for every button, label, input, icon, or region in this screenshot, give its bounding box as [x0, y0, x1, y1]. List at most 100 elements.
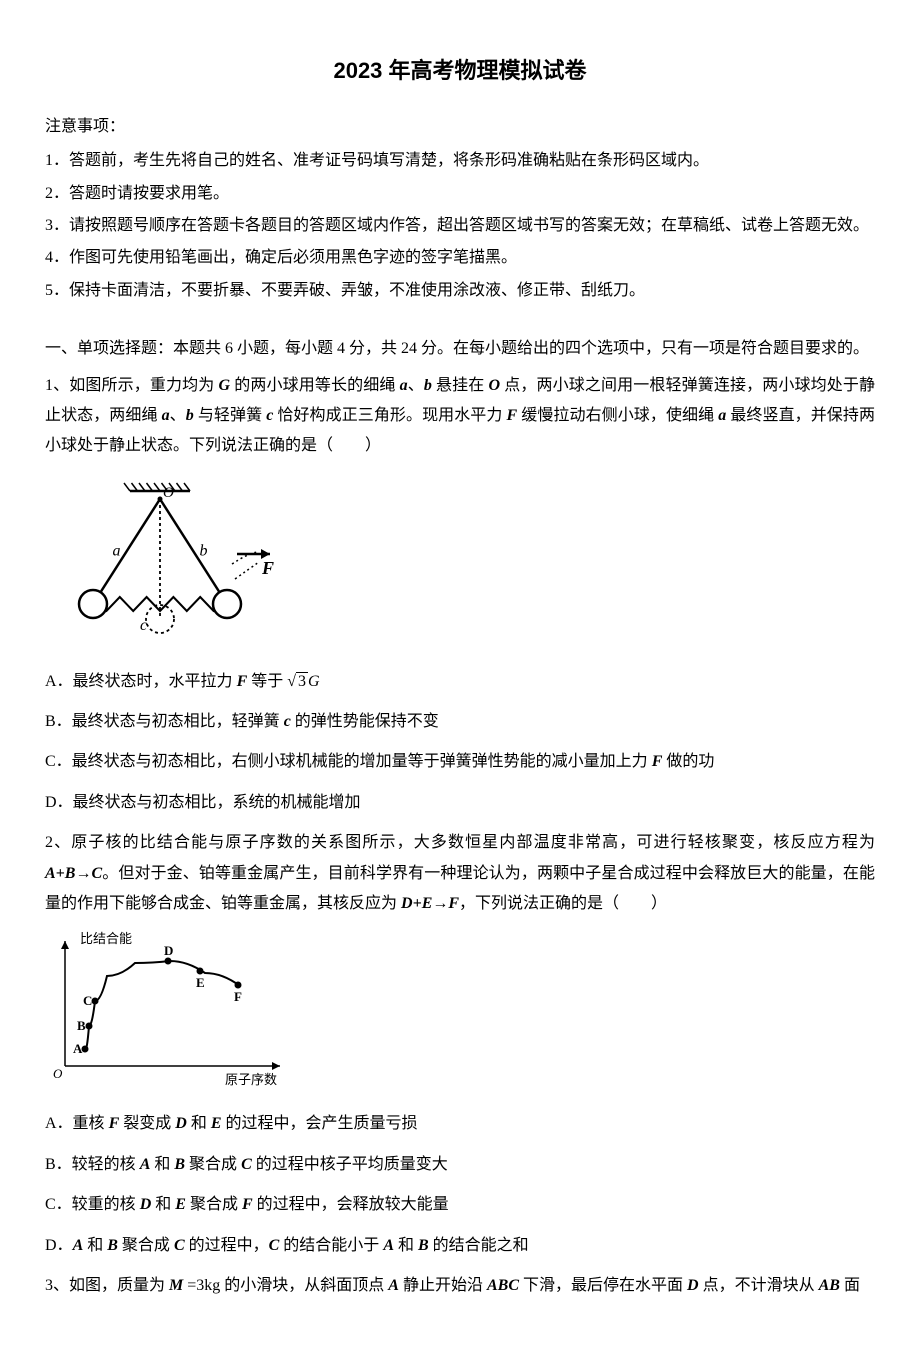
- q3-var-D: D: [687, 1277, 699, 1294]
- q1-optC-pre: C．最终状态与初态相比，右侧小球机械能的增加量等于弹簧弹性势能的减小量加上力: [45, 753, 652, 770]
- q1-stem: 1、如图所示，重力均为 G 的两小球用等长的细绳 a、b 悬挂在 O 点，两小球…: [45, 371, 875, 462]
- exam-title: 2023 年高考物理模拟试卷: [45, 50, 875, 92]
- q1-optC-end: 做的功: [662, 753, 714, 770]
- q2-optD-mid3: 的过程中，: [185, 1237, 269, 1254]
- q2-optD-mid5: 和: [394, 1237, 418, 1254]
- q3-var-ABC: ABC: [487, 1277, 519, 1294]
- svg-text:D: D: [164, 943, 173, 958]
- q2-optC-E: E: [175, 1196, 186, 1213]
- q2-option-d: D．A 和 B 聚合成 C 的过程中，C 的结合能小于 A 和 B 的结合能之和: [45, 1231, 875, 1261]
- q2-optD-mid4: 的结合能小于: [279, 1237, 383, 1254]
- q1-text-5: 与轻弹簧: [194, 407, 266, 424]
- q3-stem: 3、如图，质量为 M =3kg 的小滑块，从斜面顶点 A 静止开始沿 ABC 下…: [45, 1271, 875, 1301]
- q2-optD-mid2: 聚合成: [118, 1237, 174, 1254]
- q2-optB-C: C: [241, 1156, 252, 1173]
- q1-option-d: D．最终状态与初态相比，系统的机械能增加: [45, 788, 875, 818]
- svg-text:A: A: [73, 1041, 83, 1056]
- q2-eqn2-D: D: [401, 895, 413, 912]
- q1-optA-G: G: [308, 673, 320, 690]
- q2-optA-mid2: 和: [187, 1115, 211, 1132]
- q1-optB-c: c: [284, 713, 291, 730]
- q2-optB-mid1: 和: [150, 1156, 174, 1173]
- notice-item-4: 4．作图可先使用铅笔画出，确定后必须用黑色字迹的签字笔描黑。: [45, 243, 875, 273]
- q1-diagram-svg: a b c O F: [45, 474, 275, 649]
- q2-chart-svg: 比结合能ABCDEFO原子序数: [45, 931, 295, 1091]
- q2-optD-pre: D．: [45, 1237, 73, 1254]
- q2-optC-D: D: [140, 1196, 152, 1213]
- q1-var-b2: b: [186, 407, 194, 424]
- q2-eqn2-E: E: [422, 895, 433, 912]
- sqrt-radicand: 3: [296, 672, 308, 690]
- q2-optC-end: 的过程中，会释放较大能量: [253, 1196, 449, 1213]
- q1-var-a: a: [400, 377, 408, 394]
- svg-text:C: C: [83, 993, 92, 1008]
- q2-option-b: B．较轻的核 A 和 B 聚合成 C 的过程中核子平均质量变大: [45, 1150, 875, 1180]
- q2-figure: 比结合能ABCDEFO原子序数: [45, 931, 875, 1091]
- section-intro: 一、单项选择题：本题共 6 小题，每小题 4 分，共 24 分。在每小题给出的四…: [45, 334, 875, 364]
- q2-optD-A: A: [73, 1237, 84, 1254]
- q2-eqn1-B: B: [65, 865, 76, 882]
- q2-eqn2-arrow: →: [432, 895, 448, 912]
- q2-optA-mid1: 裂变成: [119, 1115, 175, 1132]
- q1-text-2: 的两小球用等长的细绳: [230, 377, 400, 394]
- q2-optD-B2: B: [418, 1237, 429, 1254]
- notice-item-5: 5．保持卡面清洁，不要折暴、不要弄破、弄皱，不准使用涂改液、修正带、刮纸刀。: [45, 276, 875, 306]
- q2-optA-F: F: [109, 1115, 120, 1132]
- q1-optB-pre: B．最终状态与初态相比，轻弹簧: [45, 713, 284, 730]
- svg-text:F: F: [261, 558, 274, 578]
- notice-item-2: 2．答题时请按要求用笔。: [45, 179, 875, 209]
- q2-optD-B: B: [107, 1237, 118, 1254]
- q2-eqn1-plus: +: [56, 865, 65, 882]
- q2-optD-mid1: 和: [83, 1237, 107, 1254]
- q2-option-a: A．重核 F 裂变成 D 和 E 的过程中，会产生质量亏损: [45, 1109, 875, 1139]
- q3-eq: =3kg: [183, 1277, 220, 1294]
- q1-var-F: F: [507, 407, 518, 424]
- q1-text-7: 缓慢拉动右侧小球，使细绳: [517, 407, 718, 424]
- q2-text-1: 2、原子核的比结合能与原子序数的关系图所示，大多数恒星内部温度非常高，可进行轻核…: [45, 834, 875, 851]
- q1-option-c: C．最终状态与初态相比，右侧小球机械能的增加量等于弹簧弹性势能的减小量加上力 F…: [45, 747, 875, 777]
- q2-optA-pre: A．重核: [45, 1115, 109, 1132]
- q3-text-1: 3、如图，质量为: [45, 1277, 169, 1294]
- q1-text-3: 悬挂在: [432, 377, 489, 394]
- q2-optA-E: E: [211, 1115, 222, 1132]
- q3-var-M: M: [169, 1277, 183, 1294]
- svg-text:F: F: [234, 989, 242, 1004]
- q2-optC-mid1: 和: [151, 1196, 175, 1213]
- notice-item-3: 3．请按照题号顺序在答题卡各题目的答题区域内作答，超出答题区域书写的答案无效；在…: [45, 211, 875, 241]
- q1-figure: a b c O F: [45, 474, 875, 649]
- q1-optC-F: F: [652, 753, 663, 770]
- q2-eqn2-F: F: [448, 895, 459, 912]
- q2-eqn2-plus: +: [413, 895, 422, 912]
- q1-text-1: 1、如图所示，重力均为: [45, 377, 219, 394]
- q2-optB-B: B: [174, 1156, 185, 1173]
- q1-optA-pre: A．最终状态时，水平拉力: [45, 673, 237, 690]
- q3-text-2: 的小滑块，从斜面顶点: [220, 1277, 388, 1294]
- q1-optA-F: F: [237, 673, 248, 690]
- q3-text-6: 面: [840, 1277, 860, 1294]
- q2-eqn1-arrow: →: [75, 865, 91, 882]
- q2-optD-C: C: [174, 1237, 185, 1254]
- svg-text:b: b: [200, 542, 208, 559]
- q2-optC-mid2: 聚合成: [186, 1196, 242, 1213]
- svg-text:c: c: [140, 617, 147, 634]
- svg-text:B: B: [77, 1018, 86, 1033]
- q3-text-4: 下滑，最后停在水平面: [519, 1277, 687, 1294]
- svg-text:E: E: [196, 975, 205, 990]
- q1-var-b: b: [424, 377, 432, 394]
- svg-text:原子序数: 原子序数: [225, 1072, 277, 1087]
- svg-text:a: a: [113, 542, 121, 559]
- q2-eqn1-C: C: [91, 865, 102, 882]
- q1-text-6: 恰好构成正三角形。现用水平力: [273, 407, 506, 424]
- notice-heading: 注意事项：: [45, 112, 875, 142]
- notice-item-1: 1．答题前，考生先将自己的姓名、准考证号码填写清楚，将条形码准确粘贴在条形码区域…: [45, 146, 875, 176]
- q3-text-5: 点，不计滑块从: [699, 1277, 819, 1294]
- q1-option-b: B．最终状态与初态相比，轻弹簧 c 的弹性势能保持不变: [45, 707, 875, 737]
- q3-text-3: 静止开始沿: [399, 1277, 487, 1294]
- q2-stem: 2、原子核的比结合能与原子序数的关系图所示，大多数恒星内部温度非常高，可进行轻核…: [45, 828, 875, 919]
- q2-optD-A2: A: [383, 1237, 394, 1254]
- q1-optB-mid: 的弹性势能保持不变: [291, 713, 439, 730]
- svg-text:O: O: [163, 485, 174, 501]
- q2-optB-A: A: [140, 1156, 151, 1173]
- q2-eqn1-A: A: [45, 865, 56, 882]
- q2-optD-end: 的结合能之和: [429, 1237, 529, 1254]
